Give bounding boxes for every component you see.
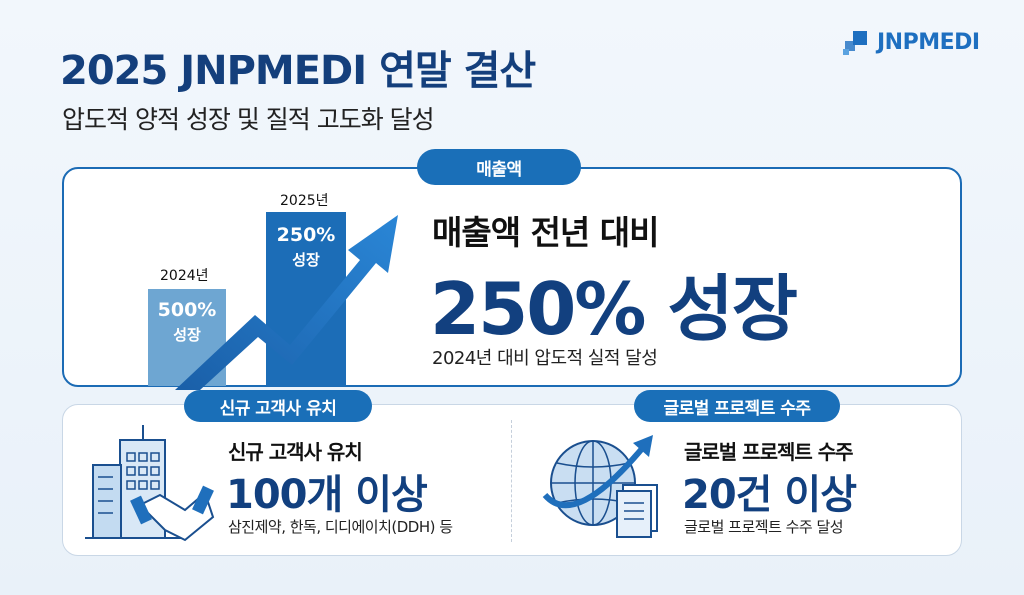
- bar-value: 250%: [276, 224, 336, 246]
- globe-document-icon: [542, 435, 658, 538]
- kpi-card: [62, 404, 962, 556]
- clients-big-number: 100개 이상: [226, 472, 428, 518]
- bar-year-2025: 2025년: [280, 193, 329, 209]
- bar-label: 성장: [173, 326, 201, 344]
- page-title: 2025 JNPMEDI 연말 결산: [60, 48, 536, 94]
- global-headline: 글로벌 프로젝트 수주: [684, 440, 854, 464]
- revenue-pill: 매출액: [417, 149, 581, 185]
- logo: JNPMEDI: [843, 30, 980, 55]
- revenue-headline: 매출액 전년 대비: [432, 213, 659, 252]
- bar-2024: 500% 성장: [148, 289, 226, 386]
- revenue-subtext: 2024년 대비 압도적 실적 달성: [432, 348, 658, 369]
- building-handshake-icon: [85, 425, 215, 542]
- global-subtext: 글로벌 프로젝트 수주 달성: [684, 518, 844, 536]
- clients-headline: 신규 고객사 유치: [228, 440, 363, 464]
- clients-subtext: 삼진제약, 한독, 디디에이치(DDH) 등: [228, 518, 453, 536]
- bar-value: 500%: [157, 299, 217, 321]
- clients-pill: 신규 고객사 유치: [184, 390, 372, 422]
- page-subtitle: 압도적 양적 성장 및 질적 고도화 달성: [62, 105, 435, 134]
- global-pill: 글로벌 프로젝트 수주: [634, 390, 840, 422]
- divider: [511, 420, 512, 542]
- logo-text: JNPMEDI: [877, 30, 980, 55]
- growth-arrow-icon: [175, 215, 398, 390]
- global-big-number: 20건 이상: [682, 472, 857, 518]
- revenue-big-number: 250% 성장: [430, 267, 798, 351]
- bar-year-2024: 2024년: [160, 268, 209, 284]
- logo-icon: [843, 30, 867, 55]
- bar-label: 성장: [292, 251, 320, 269]
